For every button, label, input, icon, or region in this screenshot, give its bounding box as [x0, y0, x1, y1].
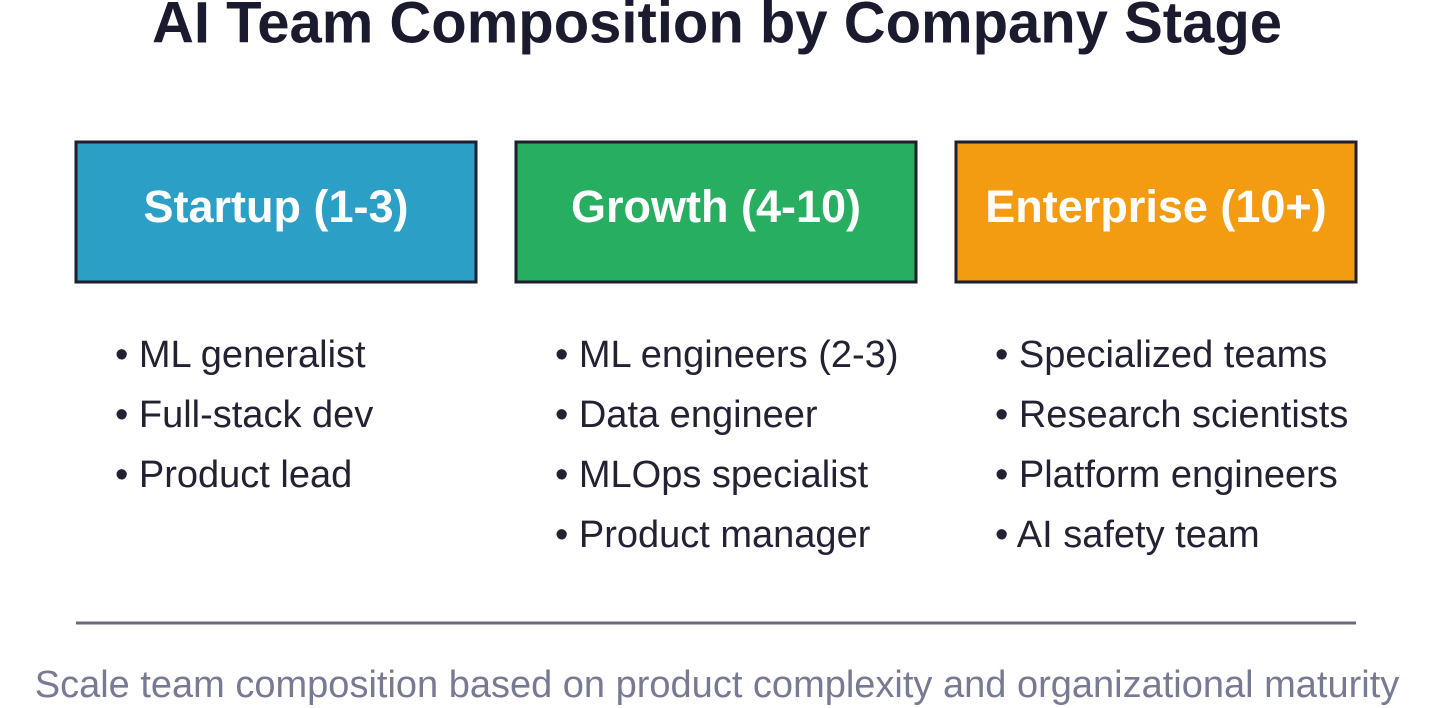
- stage-box: [514, 140, 918, 284]
- stage-item: • ML engineers (2-3): [555, 334, 898, 376]
- stage-item: • MLOps specialist: [555, 454, 869, 496]
- stage-item: • Product lead: [115, 454, 352, 496]
- stage-item: • ML generalist: [115, 334, 366, 376]
- stage-item: • Specialized teams: [995, 334, 1327, 376]
- stage-item: • Research scientists: [995, 394, 1348, 436]
- footer: Scale team composition based on product …: [35, 664, 1400, 706]
- stage-box: [954, 140, 1358, 284]
- stage-item: • Data engineer: [555, 394, 818, 436]
- stage-label: Growth (4-10): [571, 181, 861, 232]
- title: AI Team Composition by Company Stage: [152, 0, 1282, 55]
- stage-item: • Platform engineers: [995, 454, 1338, 496]
- stage-label: Startup (1-3): [143, 181, 408, 232]
- stage-label: Enterprise (10+): [985, 181, 1326, 232]
- stage-item: • Product manager: [555, 514, 871, 556]
- stage-box: [74, 140, 478, 284]
- stage-item: • AI safety team: [995, 514, 1260, 556]
- stage-item: • Full-stack dev: [115, 394, 373, 436]
